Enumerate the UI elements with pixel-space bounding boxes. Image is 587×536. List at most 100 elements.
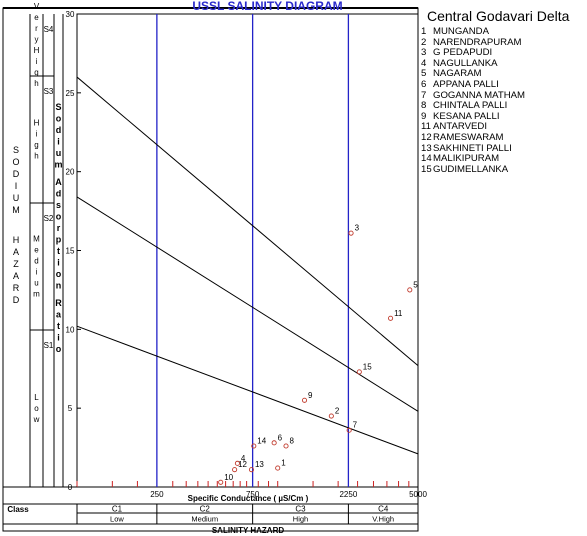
sar-axis-label: p bbox=[56, 235, 62, 245]
sample-point bbox=[248, 467, 255, 473]
legend-list: 1 MUNGANDA 2 NARENDRAPURAM 3 G PEDAPUDI 4 NA… bbox=[421, 26, 585, 175]
legend-number: 14 bbox=[421, 153, 432, 165]
sample-point-label: 5 bbox=[413, 280, 418, 289]
sar-axis-label: t bbox=[57, 321, 60, 331]
sodium-hazard-title: A bbox=[13, 271, 19, 281]
legend-station: CHINTALA PALLI bbox=[433, 100, 508, 112]
sample-point bbox=[232, 467, 238, 473]
y-tick-label: 25 bbox=[66, 89, 75, 98]
salinity-class-code: C1 bbox=[112, 505, 123, 514]
sodium-class-level: i bbox=[36, 130, 38, 139]
sar-axis-label: m bbox=[54, 160, 62, 170]
sar-axis-label: s bbox=[56, 200, 61, 210]
sodium-class-level: g bbox=[34, 141, 38, 150]
sodium-class-level: V bbox=[34, 2, 40, 11]
legend-number: 8 bbox=[421, 100, 427, 112]
salinity-hazard-title: SALINITY HAZARD bbox=[212, 526, 285, 535]
sodium-hazard-title: D bbox=[13, 295, 20, 305]
y-tick-label: 15 bbox=[66, 247, 75, 256]
y-tick-label: 10 bbox=[66, 325, 75, 334]
sodium-class-code: S4 bbox=[44, 25, 54, 34]
legend-station: KESANA PALLI bbox=[433, 110, 500, 122]
legend-station: MUNGANDA bbox=[433, 26, 489, 37]
sodium-class-level: H bbox=[34, 46, 40, 55]
legend-number: 1 bbox=[421, 26, 427, 37]
y-tick-label: 20 bbox=[66, 168, 75, 177]
sar-axis-label: d bbox=[56, 125, 62, 135]
diagram-frame bbox=[2, 7, 419, 532]
sample-point bbox=[271, 440, 277, 446]
legend-item: 14MALIKIPURAM bbox=[421, 153, 585, 165]
legend-station: NAGULLANKA bbox=[433, 57, 498, 69]
sample-point bbox=[407, 287, 413, 293]
sodium-class-level: m bbox=[33, 290, 40, 299]
legend-item: 12RAMESWARAM bbox=[421, 131, 585, 144]
sodium-class-level: r bbox=[35, 24, 38, 33]
sample-point bbox=[328, 413, 334, 419]
sodium-class-level: i bbox=[36, 268, 38, 277]
legend-item: 4 NAGULLANKA bbox=[421, 57, 585, 70]
sodium-hazard-title: R bbox=[13, 283, 20, 293]
sar-axis-label: i bbox=[57, 137, 60, 147]
sample-point bbox=[356, 369, 362, 375]
sar-axis-label: o bbox=[56, 212, 62, 222]
sample-point bbox=[346, 427, 352, 433]
sample-point-label: 4 bbox=[241, 454, 246, 463]
sar-axis-label: o bbox=[56, 269, 62, 279]
sample-point-label: 2 bbox=[335, 407, 340, 416]
legend-station: ANTARVEDI bbox=[433, 121, 488, 133]
x-tick-label: 250 bbox=[150, 490, 164, 499]
sar-axis-label: d bbox=[56, 189, 62, 199]
sodium-class-level: H bbox=[34, 119, 40, 128]
legend-number: 13 bbox=[421, 142, 432, 154]
sar-axis-label: i bbox=[57, 333, 60, 343]
sample-point-label: 3 bbox=[355, 224, 360, 233]
y-tick-label: 30 bbox=[66, 10, 75, 19]
legend-station: NARENDRAPURAM bbox=[433, 36, 522, 48]
sample-point-label: 6 bbox=[278, 433, 283, 442]
sar-axis-label: n bbox=[56, 281, 62, 291]
sodium-class-level: o bbox=[34, 404, 39, 413]
sodium-class-level: e bbox=[34, 13, 39, 22]
sodium-hazard-title: O bbox=[12, 157, 19, 167]
legend-item: 1 MUNGANDA bbox=[421, 26, 585, 38]
x-tick-label: 5000 bbox=[409, 490, 427, 499]
legend-number: 12 bbox=[421, 131, 432, 143]
sample-point-label: 8 bbox=[290, 437, 295, 446]
sodium-class-level: d bbox=[34, 257, 38, 266]
sodium-hazard-title: H bbox=[13, 235, 20, 245]
sar-axis-label: A bbox=[55, 177, 62, 187]
x-tick-label: 750 bbox=[246, 490, 260, 499]
legend-item: 9 KESANA PALLI bbox=[421, 110, 585, 123]
sample-point bbox=[218, 479, 224, 485]
sample-point bbox=[388, 315, 394, 321]
legend-item: 2 NARENDRAPURAM bbox=[421, 36, 585, 49]
legend-number: 4 bbox=[421, 57, 427, 69]
sodium-class-code: S2 bbox=[44, 214, 54, 223]
sodium-class-level: i bbox=[36, 57, 38, 66]
sar-axis-label: i bbox=[57, 258, 60, 268]
sodium-hazard-title: S bbox=[13, 145, 19, 155]
sodium-class-level: g bbox=[34, 68, 38, 77]
legend-station: MALIKIPURAM bbox=[433, 153, 500, 165]
x-tick-label: 2250 bbox=[339, 490, 357, 499]
legend-station: GOGANNA MATHAM bbox=[433, 89, 526, 101]
x-axis-label: Specific Conductance ( µS/Cm ) bbox=[188, 494, 309, 503]
salinity-class-level: Medium bbox=[191, 515, 218, 524]
sodium-class-code: S1 bbox=[44, 341, 54, 350]
sodium-class-level: M bbox=[33, 235, 40, 244]
sodium-class-level: h bbox=[34, 79, 38, 88]
legend-item: 5 NAGARAM bbox=[421, 69, 585, 80]
sodium-hazard-title: U bbox=[13, 193, 20, 203]
sample-point-label: 13 bbox=[255, 460, 264, 469]
legend-number: 11 bbox=[421, 121, 431, 133]
legend-station: APPANA PALLI bbox=[433, 78, 499, 90]
legend-number: 7 bbox=[421, 89, 427, 101]
sample-point bbox=[301, 397, 308, 403]
sar-divider-line bbox=[76, 196, 419, 412]
sample-point-label: 7 bbox=[353, 421, 358, 430]
legend-item: 7 GOGANNA MATHAM bbox=[421, 89, 585, 102]
legend-number: 6 bbox=[421, 78, 427, 90]
legend: Central Godavari Delta 1 MUNGANDA 2 NAREND… bbox=[421, 8, 585, 175]
